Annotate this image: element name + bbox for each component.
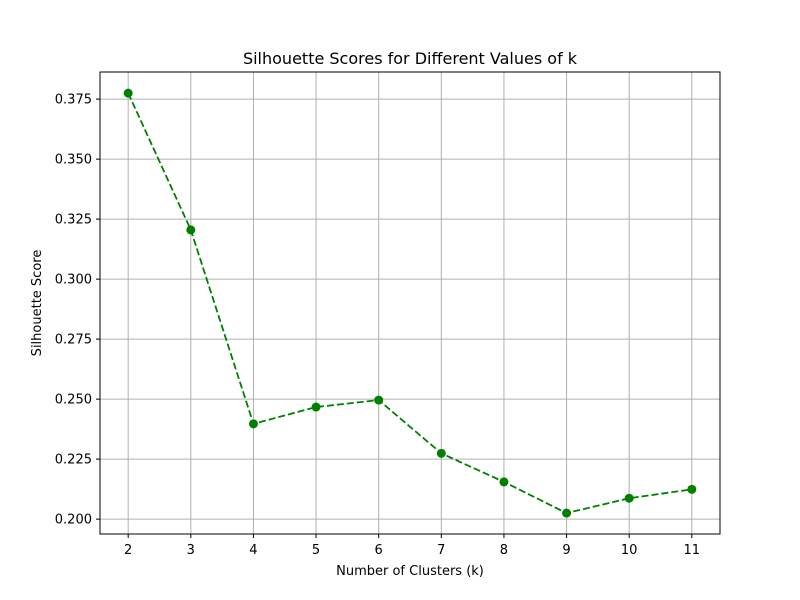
x-tick-label: 9 [562, 543, 570, 558]
data-point [123, 88, 133, 98]
x-tick-label: 6 [375, 543, 383, 558]
data-point [499, 477, 509, 487]
x-tick-label: 5 [312, 543, 320, 558]
data-point [374, 395, 384, 405]
x-tick-label: 11 [684, 543, 701, 558]
data-point [562, 508, 572, 518]
y-tick-label: 0.200 [55, 513, 92, 528]
data-point [436, 448, 446, 458]
y-tick-label: 0.300 [55, 273, 92, 288]
data-point [624, 493, 634, 503]
grid-lines [100, 72, 720, 534]
data-point [687, 484, 697, 494]
y-tick-label: 0.325 [55, 213, 92, 228]
data-point [248, 419, 258, 429]
x-ticks: 2 3 4 5 6 7 8 9 10 11 [124, 534, 700, 558]
x-tick-label: 3 [187, 543, 195, 558]
data-series [123, 88, 697, 518]
y-tick-label: 0.275 [55, 333, 92, 348]
x-tick-label: 4 [249, 543, 257, 558]
x-tick-label: 2 [124, 543, 132, 558]
y-tick-label: 0.225 [55, 453, 92, 468]
plot-frame [99, 71, 721, 535]
x-tick-label: 7 [437, 543, 445, 558]
x-tick-label: 8 [500, 543, 508, 558]
x-tick-label: 10 [621, 543, 638, 558]
plot-area: 2 3 4 5 6 7 8 9 10 11 0.2000.2250.2500.2750.3000.… [55, 71, 721, 558]
y-tick-label: 0.250 [55, 393, 92, 408]
chart-title: Silhouette Scores for Different Values o… [243, 49, 578, 68]
series-line [127, 92, 692, 515]
data-point [311, 402, 321, 412]
y-tick-label: 0.375 [55, 93, 92, 108]
y-ticks: 0.200 0.225 0.250 0.275 0.300 0.325 0.350 0.375 [55, 93, 100, 528]
y-tick-label: 0.350 [55, 153, 92, 168]
y-axis-title: Silhouette Score [30, 250, 45, 357]
x-axis-title: Number of Clusters (k) [336, 564, 484, 579]
data-point [186, 225, 196, 235]
